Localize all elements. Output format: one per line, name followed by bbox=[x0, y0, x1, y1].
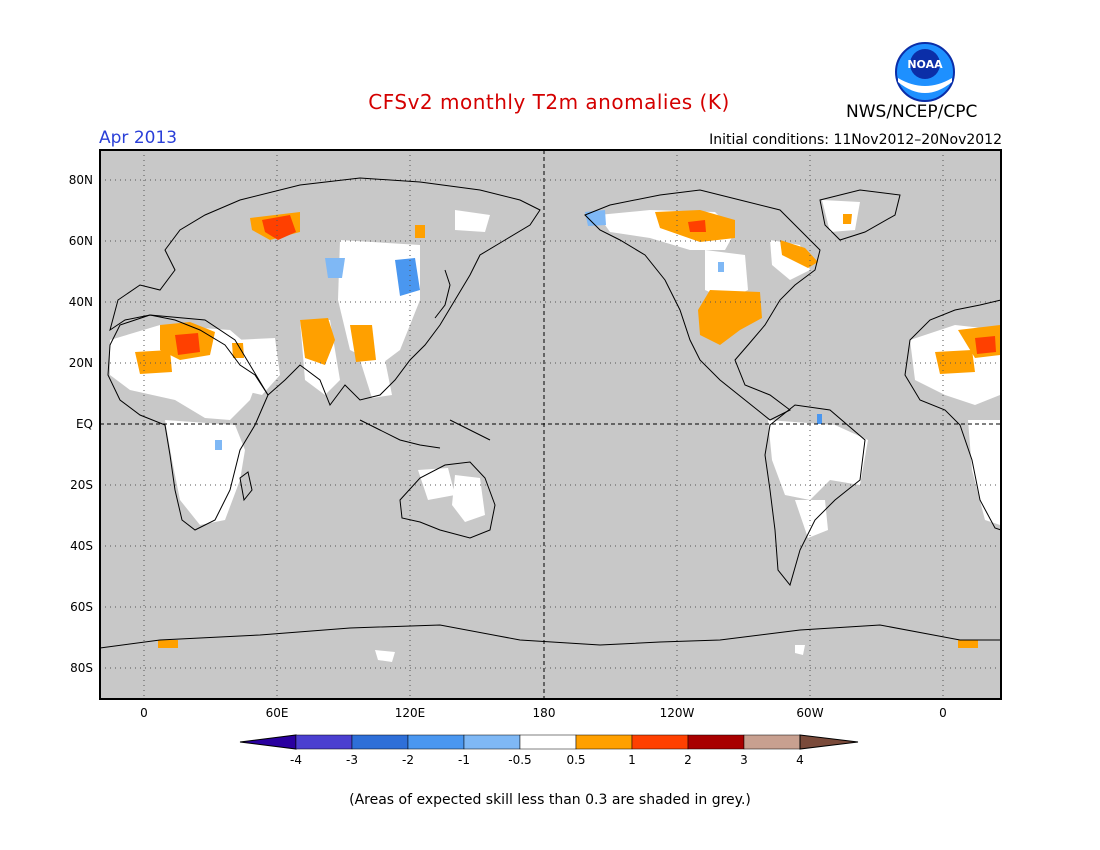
colorbar-segment bbox=[575, 734, 633, 750]
coastlines bbox=[99, 177, 1002, 649]
lon-tick: 120W bbox=[660, 706, 695, 720]
lat-tick: 40N bbox=[69, 295, 93, 309]
colorbar-label: 0.5 bbox=[566, 753, 585, 767]
map-frame bbox=[99, 149, 1002, 700]
colorbar-label: 2 bbox=[684, 753, 692, 767]
cool-anomaly-regions bbox=[215, 210, 822, 450]
lat-tick: 80S bbox=[70, 661, 93, 675]
noaa-logo: NOAA bbox=[895, 42, 955, 102]
equator-dateline bbox=[100, 150, 1001, 699]
logo-text: NOAA bbox=[907, 58, 943, 71]
lat-tick: 40S bbox=[70, 539, 93, 553]
footnote: (Areas of expected skill less than 0.3 a… bbox=[349, 792, 751, 808]
colorbar-label: 3 bbox=[740, 753, 748, 767]
colorbar-label: -3 bbox=[346, 753, 358, 767]
colorbar-label: -1 bbox=[458, 753, 470, 767]
colorbar-segment bbox=[463, 734, 521, 750]
agency-label: NWS/NCEP/CPC bbox=[846, 102, 978, 122]
initial-conditions: Initial conditions: 11Nov2012–20Nov2012 bbox=[709, 132, 1002, 148]
map-title: CFSv2 monthly T2m anomalies (K) bbox=[368, 90, 730, 114]
colorbar-label: 1 bbox=[628, 753, 636, 767]
colorbar-segment bbox=[407, 734, 465, 750]
lon-tick: 60W bbox=[796, 706, 823, 720]
lat-axis: 80N 60N 40N 20N EQ 20S 40S 60S 80S bbox=[69, 173, 93, 675]
lon-axis: 0 60E 120E 180 120W 60W 0 bbox=[140, 706, 947, 720]
lon-tick: 0 bbox=[939, 706, 947, 720]
valid-month: Apr 2013 bbox=[99, 128, 178, 148]
colorbar-segment bbox=[519, 734, 577, 750]
colorbar-label: 4 bbox=[796, 753, 804, 767]
colorbar-segment bbox=[743, 734, 801, 750]
colorbar: -4 -3 -2 -1 -0.5 0.5 1 2 3 4 bbox=[239, 734, 859, 767]
colorbar-segment bbox=[631, 734, 689, 750]
lat-tick: 20N bbox=[69, 356, 93, 370]
strong-warm-regions bbox=[175, 215, 996, 355]
lon-tick: 0 bbox=[140, 706, 148, 720]
colorbar-label: -2 bbox=[402, 753, 414, 767]
colorbar-segment bbox=[351, 734, 409, 750]
colorbar-label: -0.5 bbox=[508, 753, 531, 767]
colorbar-arrow-low bbox=[239, 734, 297, 750]
lat-tick: 80N bbox=[69, 173, 93, 187]
map-grid bbox=[100, 150, 1001, 699]
lon-tick: 180 bbox=[533, 706, 556, 720]
lat-tick: EQ bbox=[76, 417, 93, 431]
lon-tick: 120E bbox=[395, 706, 426, 720]
colorbar-segment bbox=[687, 734, 745, 750]
lat-tick: 20S bbox=[70, 478, 93, 492]
lon-tick: 60E bbox=[266, 706, 289, 720]
lat-tick: 60S bbox=[70, 600, 93, 614]
colorbar-label: -4 bbox=[290, 753, 302, 767]
lat-tick: 60N bbox=[69, 234, 93, 248]
colorbar-arrow-high bbox=[799, 734, 859, 750]
colorbar-segment bbox=[295, 734, 353, 750]
